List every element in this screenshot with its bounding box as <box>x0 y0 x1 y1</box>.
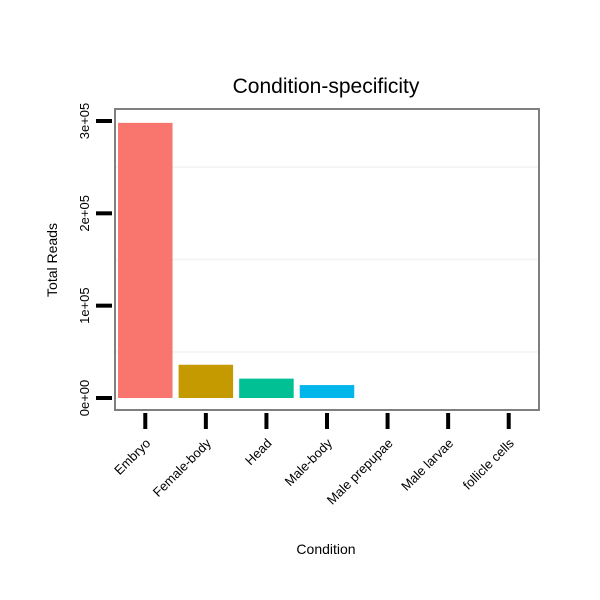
y-axis: 0e+00 1e+05 2e+05 3e+05 <box>77 103 112 417</box>
bar-head <box>239 378 294 398</box>
bar-female-body <box>178 364 234 398</box>
chart-title: Condition-specificity <box>233 75 420 98</box>
y-tick-label: 1e+05 <box>77 287 92 324</box>
y-tick-label: 3e+05 <box>77 103 92 140</box>
bar-male-body <box>299 385 355 398</box>
x-axis-title: Condition <box>296 541 355 557</box>
y-tick-label: 0e+00 <box>77 380 92 417</box>
y-tick-label: 2e+05 <box>77 195 92 232</box>
bars <box>118 122 355 398</box>
bar-embryo <box>118 122 173 398</box>
plot-panel-border <box>114 108 540 411</box>
grid-lines <box>115 166 539 353</box>
y-axis-title: Total Reads <box>44 223 60 297</box>
